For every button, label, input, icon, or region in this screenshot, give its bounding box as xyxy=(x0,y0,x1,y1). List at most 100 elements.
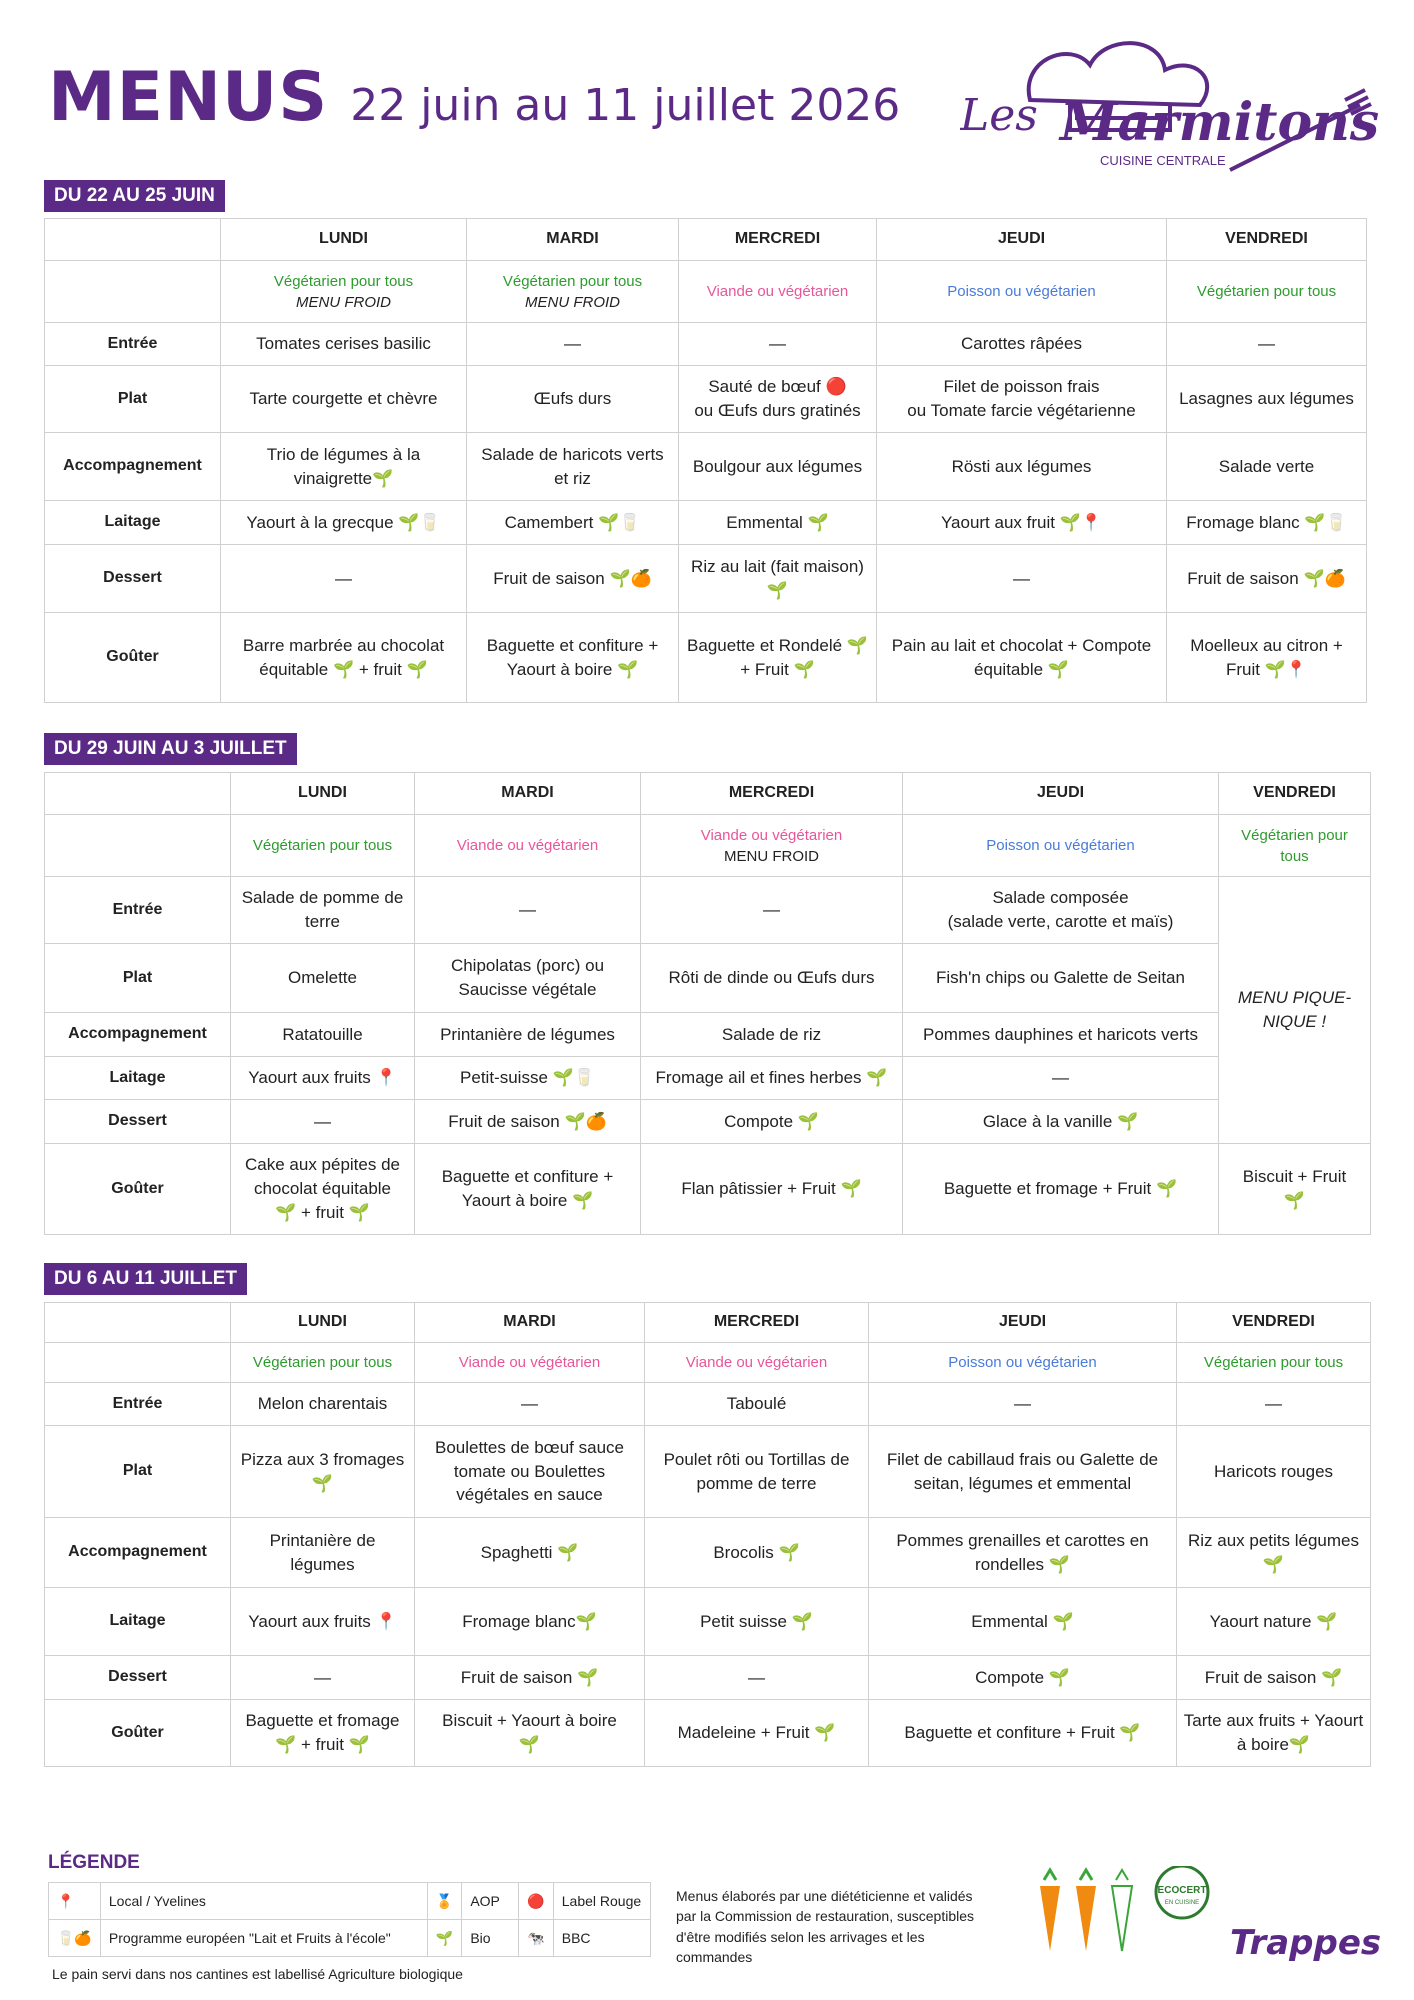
regime-cell: Végétarien pour tous xyxy=(1176,1342,1371,1383)
menu-cell: Fish'n chips ou Galette de Seitan xyxy=(902,943,1219,1013)
legend-label: Local / Yvelines xyxy=(99,1882,428,1920)
day-header: MARDI xyxy=(414,1302,645,1343)
days-header-row: LUNDI MARDI MERCREDI JEUDI VENDREDI xyxy=(44,1302,1371,1343)
day-header: LUNDI xyxy=(230,772,415,815)
regime-cell: Végétarien pour tous MENU FROID xyxy=(220,260,467,323)
legend-table: 📍 Local / Yvelines 🏅 AOP 🔴 Label Rouge 🥛… xyxy=(48,1882,651,1957)
menu-cell: Salade de riz xyxy=(640,1012,903,1057)
regime-row: Végétarien pour tous Viande ou végétarie… xyxy=(44,814,1371,877)
days-header-row: LUNDI MARDI MERCREDI JEUDI VENDREDI xyxy=(44,218,1367,261)
menu-table-week-3: LUNDI MARDI MERCREDI JEUDI VENDREDI Végé… xyxy=(44,1302,1371,1767)
regime-row: Végétarien pour tous MENU FROID Végétarie… xyxy=(44,260,1367,323)
row-label: Goûter xyxy=(44,1699,231,1767)
regime-cell: Viande ou végétarien xyxy=(414,1342,645,1383)
regime-cell: Végétarien pour tous xyxy=(1218,814,1371,877)
menu-cell: Yaourt aux fruits 📍 xyxy=(230,1587,415,1656)
les-marmitons-logo: Les Marmitons CUISINE CENTRALE xyxy=(960,41,1379,172)
menu-cell: Brocolis 🌱 xyxy=(644,1517,869,1588)
menu-cell: Salade de haricots verts et riz xyxy=(466,432,679,501)
row-label: Entrée xyxy=(44,1382,231,1426)
row-label: Dessert xyxy=(44,544,221,613)
menu-cell: Fruit de saison 🌱🍊 xyxy=(466,544,679,613)
legend-label: Bio xyxy=(461,1919,520,1957)
table-row: Dessert — Fruit de saison 🌱🍊 Riz au lait… xyxy=(44,544,1367,613)
table-row: Laitage Yaourt aux fruits 📍 Fromage blan… xyxy=(44,1587,1371,1656)
partner-badges: ECOCERT EN CUISINE Trappes xyxy=(1040,1866,1381,1963)
menu-cell: Yaourt aux fruits 📍 xyxy=(230,1056,415,1100)
menu-cell: Barre marbrée au chocolat équitable 🌱 + … xyxy=(220,612,467,703)
menu-cell: — xyxy=(414,1382,645,1426)
menu-cell: — xyxy=(640,876,903,944)
menu-cell: Emmental 🌱 xyxy=(678,500,877,545)
menu-cell: Taboulé xyxy=(644,1382,869,1426)
regime-cell: Végétarien pour tous MENU FROID xyxy=(466,260,679,323)
menu-cell: Fromage ail et fines herbes 🌱 xyxy=(640,1056,903,1100)
menu-cell: Fruit de saison 🌱 xyxy=(414,1655,645,1700)
svg-text:EN CUISINE: EN CUISINE xyxy=(1165,1900,1199,1906)
svg-text:ECOCERT: ECOCERT xyxy=(1158,1885,1207,1896)
day-header: VENDREDI xyxy=(1176,1302,1371,1343)
row-label: Laitage xyxy=(44,1587,231,1656)
row-label: Accompagnement xyxy=(44,1012,231,1057)
red-dot-icon: 🔴 xyxy=(518,1882,554,1920)
carrot-icon xyxy=(1040,1867,1060,1951)
day-header: MARDI xyxy=(466,218,679,261)
menu-cell: Glace à la vanille 🌱 xyxy=(902,1099,1219,1144)
menu-cell: Petit suisse 🌱 xyxy=(644,1587,869,1656)
sprout-icon: 🌱 xyxy=(426,1919,463,1957)
row-label: Accompagnement xyxy=(44,1517,231,1588)
legend-title: LÉGENDE xyxy=(48,1852,140,1873)
table-row: Laitage Yaourt à la grecque 🌱🥛 Camembert… xyxy=(44,500,1367,545)
regime-cell: Poisson ou végétarien xyxy=(902,814,1219,877)
medal-icon: 🏅 xyxy=(426,1882,463,1920)
svg-text:CUISINE CENTRALE: CUISINE CENTRALE xyxy=(1100,153,1226,168)
table-row: Plat Omelette Chipolatas (porc) ou Sauci… xyxy=(44,943,1371,1013)
row-label: Goûter xyxy=(44,1143,231,1235)
menu-cell: Baguette et confiture + Yaourt à boire 🌱 xyxy=(466,612,679,703)
menu-cell: Melon charentais xyxy=(230,1382,415,1426)
menu-cell: — xyxy=(414,876,641,944)
table-row: Entrée Tomates cerises basilic — — Carot… xyxy=(44,322,1367,366)
day-header: MERCREDI xyxy=(644,1302,869,1343)
menu-cell: Baguette et confiture + Yaourt à boire 🌱 xyxy=(414,1143,641,1235)
row-label: Plat xyxy=(44,365,221,433)
trappes-logo: Trappes xyxy=(1230,1923,1381,1963)
days-header-row: LUNDI MARDI MERCREDI JEUDI VENDREDI xyxy=(44,772,1371,815)
menu-cell: Rösti aux légumes xyxy=(876,432,1167,501)
menu-cell: Fromage blanc 🌱🥛 xyxy=(1166,500,1367,545)
menu-cell: — xyxy=(1166,322,1367,366)
menu-cell: Riz aux petits légumes 🌱 xyxy=(1176,1517,1371,1588)
ecocert-badge xyxy=(1154,1866,1210,1920)
day-header: MARDI xyxy=(414,772,641,815)
menu-cell: Salade de pomme de terre xyxy=(230,876,415,944)
day-header: MERCREDI xyxy=(640,772,903,815)
menu-cell: — xyxy=(868,1382,1177,1426)
menu-cell: Sauté de bœuf 🔴 ou Œufs durs gratinés xyxy=(678,365,877,433)
week-label-1: DU 22 AU 25 JUIN xyxy=(44,180,225,212)
milk-orange-icon: 🥛🍊 xyxy=(48,1919,101,1957)
menu-cell: Boulettes de bœuf sauce tomate ou Boulet… xyxy=(414,1425,645,1518)
menu-cell: Fromage blanc🌱 xyxy=(414,1587,645,1656)
menu-cell: Filet de poisson frais ou Tomate farcie v… xyxy=(876,365,1167,433)
regime-cell: Poisson ou végétarien xyxy=(868,1342,1177,1383)
menu-cell: Baguette et fromage + Fruit 🌱 xyxy=(902,1143,1219,1235)
row-label: Dessert xyxy=(44,1099,231,1144)
regime-cell: Poisson ou végétarien xyxy=(876,260,1167,323)
row-label: Entrée xyxy=(44,322,221,366)
menu-cell: — xyxy=(902,1056,1219,1100)
menu-cell: Œufs durs xyxy=(466,365,679,433)
day-header: LUNDI xyxy=(220,218,467,261)
menu-cell: Yaourt à la grecque 🌱🥛 xyxy=(220,500,467,545)
menu-cell: Ratatouille xyxy=(230,1012,415,1057)
week-label-3: DU 6 AU 11 JUILLET xyxy=(44,1263,248,1295)
menu-cell: Pizza aux 3 fromages 🌱 xyxy=(230,1425,415,1518)
day-header: MERCREDI xyxy=(678,218,877,261)
legend-label: AOP xyxy=(461,1882,520,1920)
menu-cell: Riz au lait (fait maison) 🌱 xyxy=(678,544,877,613)
table-row: Accompagnement Trio de légumes à la vina… xyxy=(44,432,1367,501)
table-row: Entrée Salade de pomme de terre — — Sala… xyxy=(44,876,1371,1144)
menu-cell: — xyxy=(876,544,1167,613)
menu-cell: — xyxy=(220,544,467,613)
menu-cell: Biscuit + Fruit 🌱 xyxy=(1218,1143,1371,1235)
row-label: Plat xyxy=(44,1425,231,1518)
